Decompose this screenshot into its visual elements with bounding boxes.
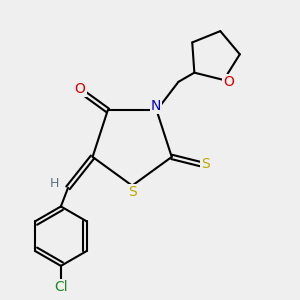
Text: S: S [201, 157, 210, 171]
Text: Cl: Cl [54, 280, 68, 294]
Text: H: H [50, 177, 59, 190]
Text: N: N [151, 99, 161, 112]
Text: O: O [223, 75, 234, 89]
Text: O: O [74, 82, 86, 96]
Text: S: S [129, 185, 137, 199]
